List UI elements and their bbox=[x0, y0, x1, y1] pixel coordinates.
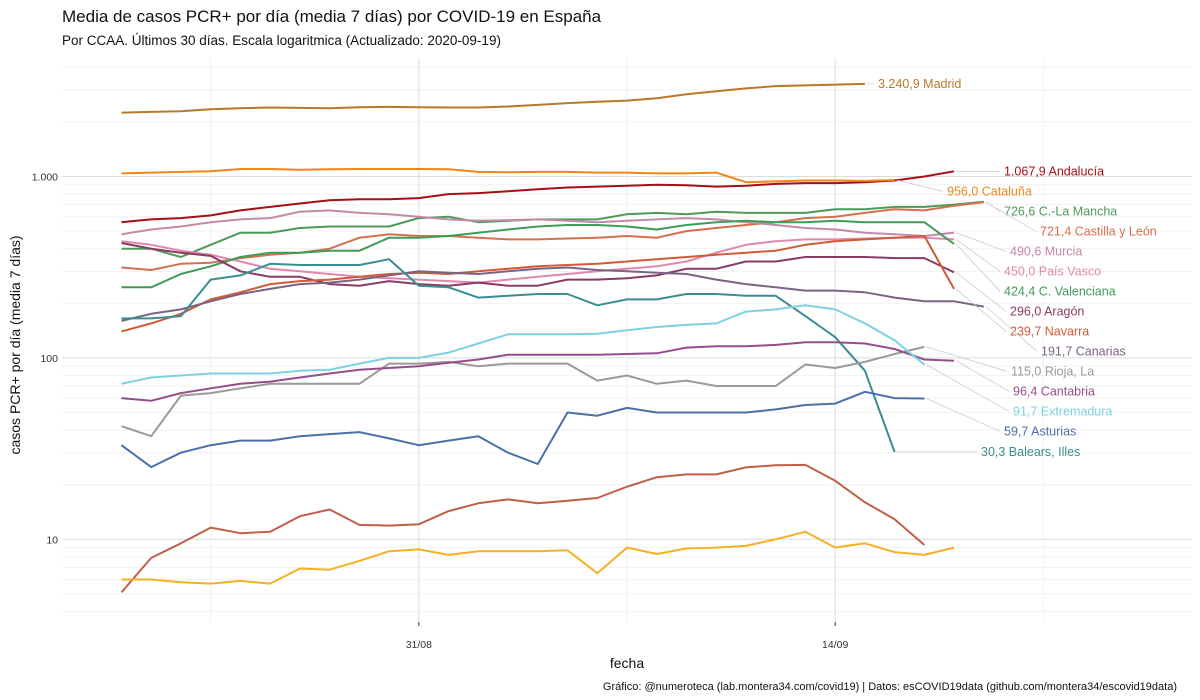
label-connector bbox=[955, 243, 1001, 292]
series-line bbox=[121, 242, 955, 287]
series-label: 96,4 Cantabria bbox=[1013, 384, 1095, 398]
x-axis-ticks: 31/08 14/09 bbox=[406, 622, 848, 651]
series-line bbox=[121, 219, 955, 289]
label-connector bbox=[896, 179, 944, 192]
label-connector bbox=[926, 364, 1010, 412]
series-line bbox=[121, 530, 955, 585]
series-line bbox=[121, 345, 925, 438]
series-line bbox=[121, 168, 895, 184]
y-axis-title: casos PCR+ por día (media 7 días) bbox=[7, 235, 23, 454]
series-line bbox=[121, 201, 984, 271]
series-line bbox=[121, 236, 955, 284]
label-connector bbox=[955, 288, 1007, 332]
y-axis-ticks: 10 100 1.000 bbox=[32, 171, 58, 546]
series-label: 239,7 Navarra bbox=[1010, 324, 1089, 338]
series-label: 450,0 País Vasco bbox=[1004, 264, 1101, 278]
series-label: 191,7 Canarias bbox=[1041, 344, 1126, 358]
label-connector bbox=[955, 239, 1001, 272]
series-line bbox=[121, 235, 955, 333]
label-connector bbox=[955, 232, 1007, 252]
y-tick-label: 100 bbox=[40, 353, 58, 365]
series-line bbox=[121, 209, 955, 237]
series-label: 91,7 Extremadura bbox=[1013, 404, 1112, 418]
label-connector bbox=[955, 360, 1010, 392]
x-tick-label: 14/09 bbox=[822, 639, 848, 651]
y-tick-label: 10 bbox=[46, 534, 58, 546]
label-connector bbox=[985, 201, 1037, 232]
y-tick-label: 1.000 bbox=[32, 171, 58, 183]
series-line bbox=[121, 304, 926, 385]
series-label: 424,4 C. Valenciana bbox=[1004, 284, 1116, 298]
series-labels: 3.240,9 Madrid 1.067,9 Andalucía 956,0 Cat… bbox=[866, 77, 1157, 459]
chart-subtitle: Por CCAA. Últimos 30 días. Escala logari… bbox=[62, 33, 501, 48]
series-label: 296,0 Aragón bbox=[1010, 304, 1084, 318]
series-label: 59,7 Asturias bbox=[1004, 424, 1076, 438]
series-label: 490,6 Murcia bbox=[1010, 244, 1082, 258]
chart-caption: Gráfico: @numeroteca (lab.montera34.com/… bbox=[603, 681, 1177, 693]
x-axis-title: fecha bbox=[610, 655, 644, 671]
label-connector bbox=[926, 346, 1008, 372]
gridlines bbox=[62, 58, 1192, 622]
series-label: 726,6 C.-La Mancha bbox=[1004, 204, 1117, 218]
chart-title: Media de casos PCR+ por día (media 7 día… bbox=[62, 7, 602, 26]
series-line bbox=[120, 463, 926, 593]
series-line bbox=[121, 258, 896, 453]
series-label: 30,3 Balears, Illes bbox=[981, 445, 1080, 459]
series-line bbox=[120, 390, 925, 469]
series-label: 3.240,9 Madrid bbox=[878, 77, 961, 91]
series-line bbox=[121, 82, 865, 114]
series-line bbox=[121, 266, 984, 322]
series-group bbox=[120, 82, 984, 593]
series-label: 1.067,9 Andalucía bbox=[1004, 164, 1104, 178]
x-tick-label: 31/08 bbox=[406, 639, 432, 651]
series-label: 721,4 Castilla y León bbox=[1040, 224, 1157, 238]
series-label: 115,0 Rioja, La bbox=[1011, 364, 1094, 378]
label-connector bbox=[926, 398, 1001, 432]
series-line bbox=[121, 170, 955, 224]
label-connector bbox=[955, 272, 1007, 312]
series-label: 956,0 Cataluña bbox=[947, 184, 1032, 198]
series-line bbox=[121, 341, 955, 402]
label-connector bbox=[985, 306, 1038, 352]
